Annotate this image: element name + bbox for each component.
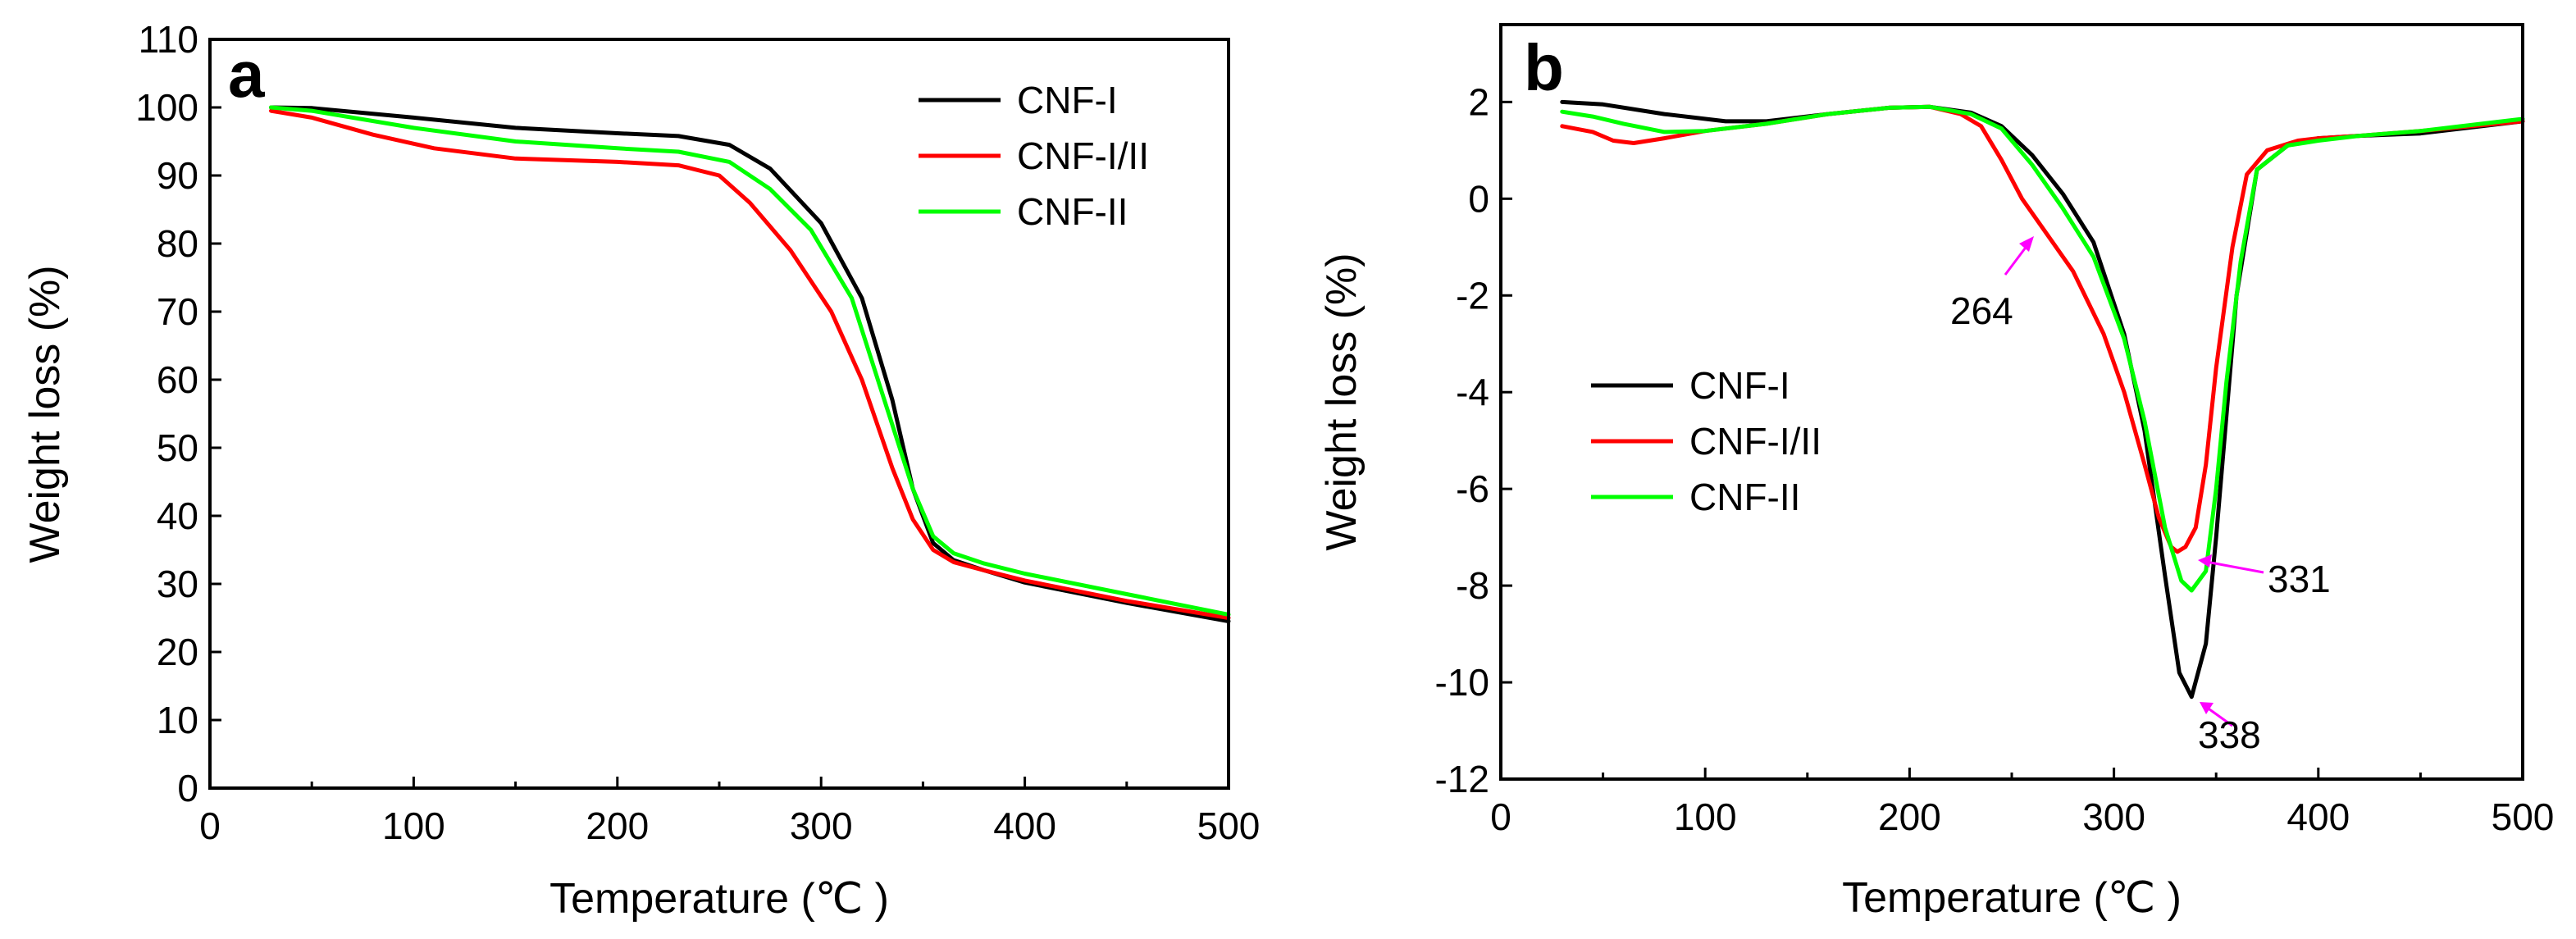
panel-a-legend-label-cnf-i: CNF-I	[1017, 79, 1118, 121]
panel-b-x-tick-label: 0	[1490, 795, 1511, 838]
panel-a-y-tick-label: 100	[135, 86, 198, 129]
panel-b-legend-label-cnf-ii: CNF-II	[1689, 476, 1800, 518]
panel-b-y-axis-title: Weight loss (%)	[1318, 253, 1366, 550]
panel-a-ticks: 0 100 200 300 400 500 0 10 20 30 40 50 60 70 80 90 100 11…	[135, 18, 1260, 847]
panel-a-legend-label-cnf-ii: CNF-II	[1017, 190, 1128, 233]
panel-a-letter: a	[228, 38, 265, 111]
panel-a-y-tick-label: 80	[157, 222, 198, 265]
annotation-arrowhead-264	[2019, 236, 2034, 252]
panel-b-x-tick-label: 400	[2286, 795, 2350, 838]
panel-b-y-tick-label: -12	[1435, 758, 1489, 800]
annotation-arrow-338	[2205, 705, 2233, 727]
panel-b-y-tick-label: -8	[1456, 564, 1489, 607]
panel-a-series-line-cnf-i-ii	[269, 108, 1231, 620]
panel-b-legend-label-cnf-i: CNF-I	[1689, 364, 1790, 407]
panel-b-series-layer	[1560, 99, 2525, 700]
panel-a-legend: CNF-I CNF-I/II CNF-II	[919, 79, 1149, 233]
panel-a-x-tick-label: 400	[993, 805, 1056, 847]
panel-b-x-tick-label: 300	[2082, 795, 2145, 838]
panel-a-y-tick-label: 30	[157, 563, 198, 605]
panel-a-y-tick-label: 20	[157, 631, 198, 673]
panel-a-y-tick-label: 40	[157, 495, 198, 537]
panel-a-x-tick-label: 200	[586, 805, 649, 847]
panel-a-y-tick-label: 110	[139, 18, 198, 61]
panel-b-letter: b	[1524, 31, 1564, 104]
annotation-arrow-331	[2205, 560, 2264, 574]
panel-b-ticks: 0 100 200 300 400 500 -12 -10 -8 -6 -4 -2 0 2	[1435, 80, 2555, 838]
panel-b-x-tick-label: 100	[1674, 795, 1737, 838]
panel-a-series-line-cnf-i	[269, 105, 1231, 624]
panel-a-y-axis-title: Weight loss (%)	[21, 265, 69, 563]
panel-a-y-tick-label: 70	[157, 290, 198, 333]
panel-b-y-tick-label: -10	[1435, 661, 1489, 704]
panel-a-chart: 0 100 200 300 400 500 0 10 20 30 40 50 60 70 80 90 100 11…	[21, 18, 1260, 923]
annotation-label-331: 331	[2268, 558, 2331, 600]
panel-b-y-tick-label: 0	[1468, 177, 1489, 220]
panel-a-series-layer	[269, 105, 1231, 624]
panel-a-y-tick-label: 0	[177, 767, 198, 809]
panel-a-x-tick-label: 300	[790, 805, 853, 847]
panel-a-legend-label-cnf-i-ii: CNF-I/II	[1017, 134, 1149, 177]
panel-b-y-tick-label: 2	[1468, 80, 1489, 123]
panel-a-y-tick-label: 60	[157, 358, 198, 401]
panel-b-y-tick-label: -2	[1456, 274, 1489, 317]
annotation-arrowhead-338	[2200, 702, 2214, 714]
panel-a-x-tick-label: 500	[1197, 805, 1261, 847]
panel-b-y-tick-label: -4	[1456, 371, 1489, 413]
panel-b-y-tick-label: -6	[1456, 467, 1489, 510]
panel-b-legend-label-cnf-i-ii: CNF-I/II	[1689, 420, 1821, 463]
annotation-label-264: 264	[1950, 289, 2013, 332]
annotation-label-338: 338	[2198, 713, 2261, 756]
panel-a-x-axis-title: Temperature (℃ )	[549, 875, 889, 923]
panel-a-y-tick-label: 50	[157, 426, 198, 469]
panel-a-y-tick-label: 90	[157, 154, 198, 197]
panel-a-series-line-cnf-ii	[269, 105, 1231, 617]
panel-a-y-tick-label: 10	[157, 699, 198, 741]
panel-b-x-axis-title: Temperature (℃ )	[1842, 874, 2182, 922]
panel-a-x-tick-label: 0	[199, 805, 221, 847]
panel-a-x-tick-label: 100	[382, 805, 445, 847]
panel-b-series-line-cnf-ii	[1560, 104, 2525, 593]
panel-b-legend: CNF-I CNF-I/II CNF-II	[1591, 364, 1821, 518]
annotation-arrowhead-331	[2198, 554, 2212, 568]
panel-b-x-tick-label: 200	[1878, 795, 1941, 838]
panel-b-annotations: 264 331 338	[1950, 236, 2331, 756]
panel-b-x-tick-label: 500	[2492, 795, 2555, 838]
panel-b-chart: 0 100 200 300 400 500 -12 -10 -8 -6 -4 -2 0 2 b Tempe…	[1318, 23, 2555, 922]
